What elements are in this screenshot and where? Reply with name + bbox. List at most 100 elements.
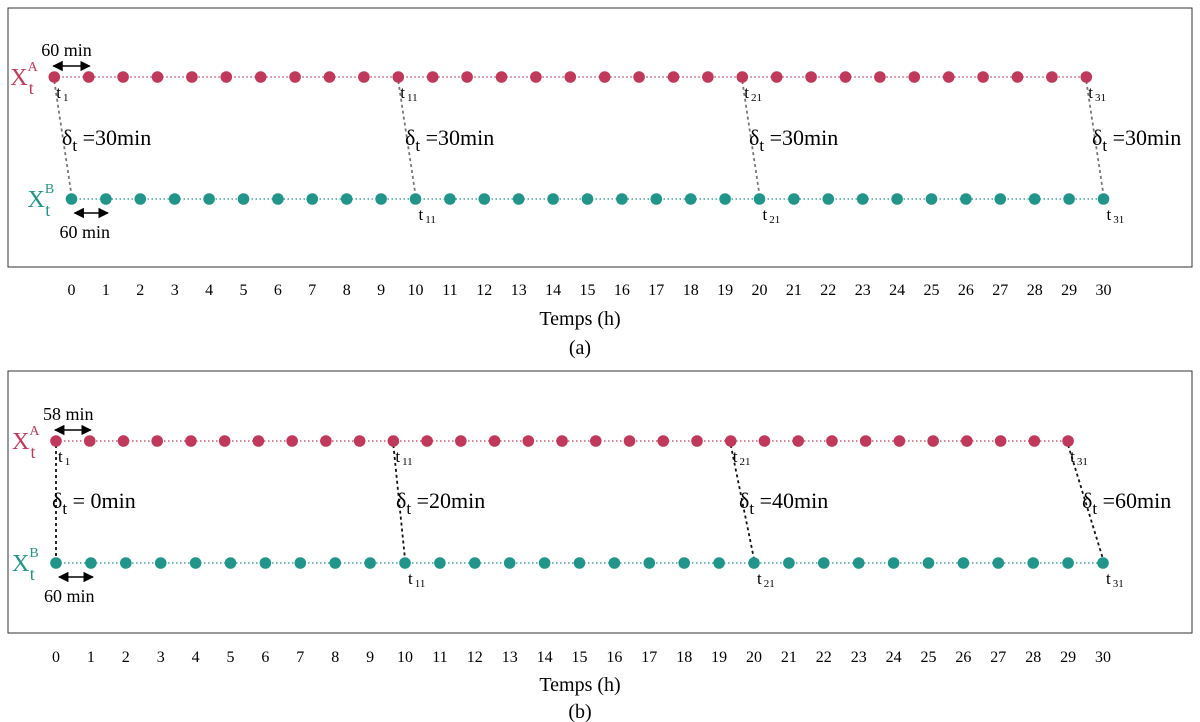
x-tick-label: 2	[136, 282, 144, 299]
a-index-label: t 11	[395, 447, 412, 468]
x-tick-label: 3	[171, 282, 179, 299]
x-tick-label: 12	[476, 282, 492, 299]
x-tick-label: 19	[717, 282, 733, 299]
a-index-label-part: 1	[63, 92, 69, 104]
series-b-point	[994, 193, 1007, 205]
series-b-point	[852, 557, 865, 569]
x-tick-label: 0	[68, 282, 76, 299]
series-b-point	[887, 557, 900, 569]
delta-label: δt =30min	[62, 125, 151, 155]
series-a-point	[657, 435, 670, 447]
series-b-point	[643, 557, 656, 569]
series-a-point	[623, 435, 636, 447]
delta-label: δt =30min	[749, 125, 838, 155]
series-b-point	[1097, 557, 1109, 569]
series-a-point	[598, 71, 611, 83]
x-tick-label: 6	[274, 282, 282, 299]
series-b-point	[259, 557, 272, 569]
lag-connector	[741, 80, 761, 196]
x-tick-label: 16	[614, 282, 630, 299]
series-a-point	[564, 71, 577, 83]
series-a-point	[320, 435, 332, 447]
x-tick-label: 1	[87, 649, 95, 666]
b-index-label-part: t	[757, 569, 762, 588]
delta-label-part: t	[749, 499, 754, 518]
x-tick-label: 13	[511, 282, 527, 299]
a-index-label-part: t	[1088, 83, 1093, 102]
x-tick-label: 18	[676, 649, 692, 666]
x-tick-label: 6	[261, 649, 269, 666]
delta-label-part: δ	[396, 488, 406, 513]
delta-label-part: δ	[405, 125, 415, 150]
x-tick-label: 17	[648, 282, 664, 299]
x-tick-label: 27	[990, 649, 1006, 666]
series-a-point	[667, 71, 680, 83]
series-b-point	[992, 557, 1005, 569]
series-b-point	[434, 557, 446, 569]
x-tick-label: 14	[537, 649, 553, 666]
a-index-label-part: 11	[402, 456, 413, 468]
interval-b-label: 60 min	[60, 222, 111, 242]
series-b-point	[134, 193, 147, 205]
series-a-point	[1062, 435, 1074, 447]
series-b-point	[444, 193, 456, 205]
series-b-point	[294, 557, 307, 569]
x-tick-label: 29	[1061, 282, 1077, 299]
series-a-point	[220, 71, 233, 83]
series-a-point	[927, 435, 939, 447]
x-tick-label: 12	[467, 649, 483, 666]
delta-label-part: δ	[739, 488, 749, 513]
lag-connector	[729, 444, 755, 560]
series-b-point	[719, 193, 731, 205]
delta-label-part: t	[72, 136, 77, 155]
series-b-point	[650, 193, 663, 205]
a-index-label-part: t	[744, 83, 749, 102]
series-a-point	[495, 71, 508, 83]
series-a-point	[736, 71, 749, 83]
x-tick-label: 11	[432, 649, 447, 666]
a-index-label: t 31	[1070, 447, 1088, 468]
series-b-point	[168, 193, 181, 205]
x-tick-label: 15	[572, 649, 588, 666]
series-a-label-part: A	[29, 424, 40, 439]
b-index-label: t 11	[408, 569, 425, 590]
delta-label: δt =30min	[405, 125, 494, 155]
x-tick-label: 25	[921, 649, 937, 666]
series-b-point	[1027, 557, 1039, 569]
series-a-point	[633, 71, 645, 83]
series-a-point	[1046, 71, 1058, 83]
x-tick-label: 4	[192, 649, 200, 666]
series-b-point	[925, 193, 938, 205]
series-a-label-part: A	[28, 60, 39, 75]
x-tick-label: 16	[606, 649, 622, 666]
x-tick-label: 24	[886, 649, 902, 666]
series-b-label: XB t	[12, 546, 39, 584]
series-b-point	[713, 557, 725, 569]
a-index-label-part: t	[56, 83, 61, 102]
series-a-point	[908, 71, 921, 83]
series-a-point	[353, 435, 366, 447]
series-b-point	[85, 557, 97, 569]
x-tick-label: 14	[545, 282, 561, 299]
series-b-point	[399, 557, 411, 569]
series-a-point	[826, 435, 838, 447]
series-a-point	[488, 435, 501, 447]
b-index-label: t 31	[1106, 569, 1124, 590]
series-b-point	[364, 557, 376, 569]
series-b-point	[375, 193, 387, 205]
series-b-point	[329, 557, 342, 569]
series-a-point	[1011, 71, 1024, 83]
series-a-point	[151, 71, 164, 83]
delta-label-part: =20min	[411, 488, 485, 513]
series-b-point	[120, 557, 132, 569]
x-tick-label: 28	[1027, 282, 1043, 299]
series-a-point	[770, 71, 783, 83]
x-tick-label: 10	[397, 649, 413, 666]
series-b-point	[788, 193, 800, 205]
x-tick-label: 10	[408, 282, 424, 299]
x-tick-label: 26	[955, 649, 971, 666]
panel-frame	[7, 7, 1193, 268]
series-a-point	[218, 435, 231, 447]
delta-label: δt =60min	[1082, 488, 1171, 518]
